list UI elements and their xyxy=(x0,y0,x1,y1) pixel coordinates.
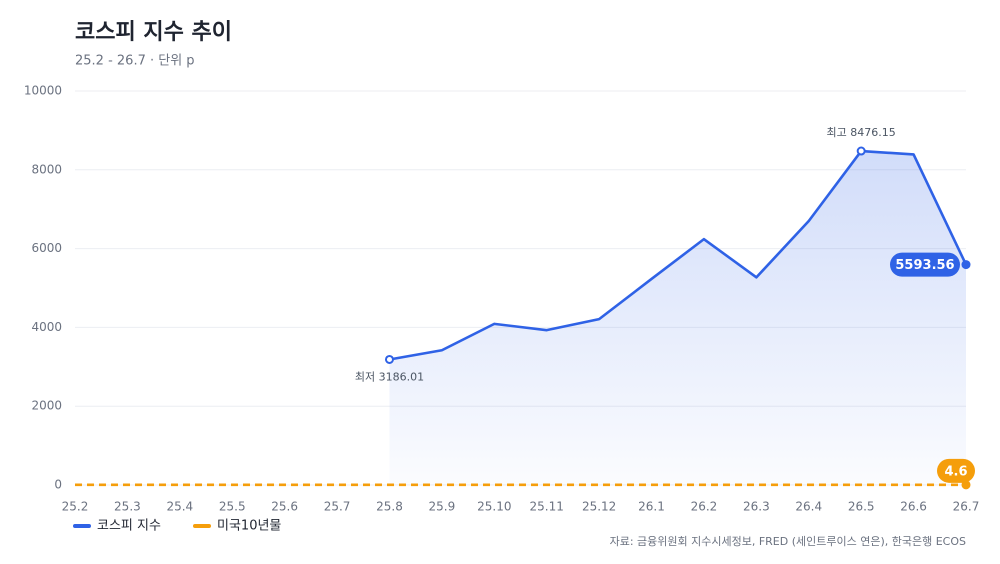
x-tick-label: 25.7 xyxy=(324,500,351,514)
y-tick-label: 8000 xyxy=(31,162,62,176)
x-tick-label: 26.3 xyxy=(743,500,770,514)
y-tick-label: 10000 xyxy=(24,84,62,98)
x-tick-label: 25.11 xyxy=(530,500,564,514)
x-tick-label: 25.2 xyxy=(62,500,89,514)
y-tick-label: 0 xyxy=(54,478,62,492)
legend-label: 미국10년물 xyxy=(217,519,281,534)
x-tick-label: 25.8 xyxy=(376,500,403,514)
x-tick-label: 26.5 xyxy=(848,500,875,514)
x-tick-label: 26.2 xyxy=(691,500,718,514)
x-tick-label: 25.4 xyxy=(166,500,193,514)
value-label: 4.6 xyxy=(944,464,967,479)
x-tick-label: 25.9 xyxy=(429,500,456,514)
value-label: 최고 8476.15 xyxy=(827,126,896,139)
x-tick-label: 25.10 xyxy=(477,500,511,514)
marker xyxy=(858,148,865,155)
y-tick-label: 4000 xyxy=(31,320,62,334)
x-tick-label: 25.3 xyxy=(114,500,141,514)
x-tick-label: 26.1 xyxy=(638,500,665,514)
area xyxy=(389,151,966,485)
y-tick-label: 2000 xyxy=(31,399,62,413)
x-tick-label: 26.6 xyxy=(900,500,927,514)
value-label: 최저 3186.01 xyxy=(355,370,424,383)
end-point xyxy=(962,260,971,269)
x-tick-label: 25.6 xyxy=(271,500,298,514)
value-label: 5593.56 xyxy=(895,258,954,273)
legend-label: 코스피 지수 xyxy=(97,519,161,534)
y-tick-label: 6000 xyxy=(31,241,62,255)
x-tick-label: 25.5 xyxy=(219,500,246,514)
source-note: 자료: 금융위원회 지수시세정보, FRED (세인트루이스 연은), 한국은행… xyxy=(610,535,966,548)
x-tick-label: 25.12 xyxy=(582,500,616,514)
chart-subtitle: 25.2 - 26.7 · 단위 p xyxy=(75,54,195,69)
x-tick-label: 26.4 xyxy=(795,500,822,514)
chart-title: 코스피 지수 추이 xyxy=(75,20,232,45)
x-tick-label: 26.7 xyxy=(953,500,980,514)
marker xyxy=(386,356,393,363)
